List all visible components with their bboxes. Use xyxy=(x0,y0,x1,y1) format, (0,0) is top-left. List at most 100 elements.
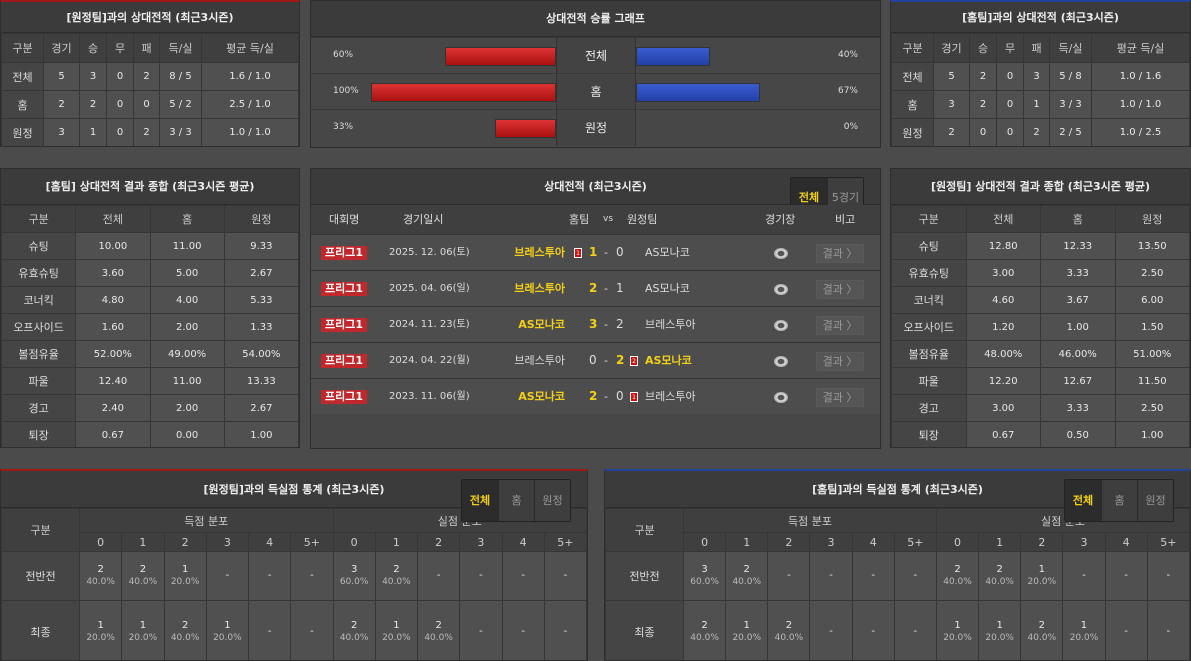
left-bar xyxy=(445,47,556,66)
goal-cell: 3 60.0% xyxy=(332,551,376,601)
goal-cell: - xyxy=(290,551,334,601)
goal-count: 2 xyxy=(743,564,750,575)
goal-cell: - xyxy=(893,551,937,601)
table-cell: 1.33 xyxy=(223,313,299,341)
match-row[interactable]: 프리그1 2025. 04. 06(일) 브레스투아 2 - 1 AS모나코 결… xyxy=(311,270,880,306)
goal-count: - xyxy=(913,625,918,637)
goal-cell: - xyxy=(459,600,503,660)
table-cell: 1 xyxy=(1023,90,1050,119)
stadium-icon[interactable] xyxy=(774,284,788,295)
toggle-option[interactable]: 전체 xyxy=(1065,480,1101,521)
home-team[interactable]: 브레스투아 xyxy=(514,354,565,367)
match-row[interactable]: 프리그1 2024. 04. 22(월) 브레스투아 0 - 2 2 AS모나코… xyxy=(311,342,880,378)
goal-cell: - xyxy=(543,551,587,601)
stadium-icon[interactable] xyxy=(774,392,788,403)
result-button[interactable]: 결과 〉 xyxy=(816,388,864,407)
goal-count: - xyxy=(829,570,833,581)
label-header: 구분 xyxy=(1,508,80,552)
away-team[interactable]: AS모나코 xyxy=(645,246,690,259)
column-header: 득/실 xyxy=(159,33,202,63)
goal-count: 2 xyxy=(996,564,1003,575)
away-team[interactable]: 브레스투아 xyxy=(645,390,696,403)
stadium-icon[interactable] xyxy=(774,356,788,367)
home-team[interactable]: 브레스투아 xyxy=(514,246,565,259)
goal-count-header: 3 xyxy=(205,532,250,552)
table-cell: 54.00% xyxy=(223,340,299,368)
column-header: 전체 xyxy=(965,205,1041,233)
goal-cell: - xyxy=(1104,551,1148,601)
panel-title-text: [원정팀] 상대전적 결과 종합 (최근3시즌 평균) xyxy=(931,180,1150,193)
home-team[interactable]: 브레스투아 xyxy=(514,282,565,295)
table-row: 원정 2 0 0 2 2 / 5 1.0 / 2.5 xyxy=(891,118,1190,146)
away-team[interactable]: 브레스투아 xyxy=(645,318,696,331)
home-team[interactable]: AS모나코 xyxy=(518,390,565,403)
goal-percent: 40.0% xyxy=(339,632,369,643)
toggle-option[interactable]: 원정 xyxy=(534,480,570,521)
goal-count: - xyxy=(563,625,568,637)
win-rate-row: 60% 전체 40% xyxy=(311,37,880,74)
table-cell: 4.80 xyxy=(75,286,151,314)
toggle-option[interactable]: 홈 xyxy=(498,480,534,521)
table-cell: 파울 xyxy=(1,367,77,395)
goal-cell: - xyxy=(290,600,334,660)
result-button[interactable]: 결과 〉 xyxy=(816,280,864,299)
score-dash: - xyxy=(604,390,608,403)
goal-cell: - xyxy=(767,551,811,601)
win-rate-row: 100% 홈 67% xyxy=(311,73,880,110)
match-row[interactable]: 프리그1 2023. 11. 06(월) AS모나코 2 - 0 1 브레스투아… xyxy=(311,378,880,414)
goal-count-header: 3 xyxy=(459,532,503,552)
home-summary-panel: [홈팀] 상대전적 결과 종합 (최근3시즌 평균) 구분 전체 홈 원정 슈팅 10.00… xyxy=(0,168,300,448)
table-cell: 2.50 xyxy=(1114,394,1190,422)
goal-count: 1 xyxy=(97,619,104,631)
match-row[interactable]: 프리그1 2024. 11. 23(토) AS모나코 3 - 2 브레스투아 결… xyxy=(311,306,880,342)
goal-cell: 2 40.0% xyxy=(767,600,811,660)
table-cell: 4.60 xyxy=(965,286,1041,314)
result-button[interactable]: 결과 〉 xyxy=(816,316,864,335)
column-header: 무 xyxy=(996,33,1024,63)
table-cell: 3 / 3 xyxy=(1049,90,1092,119)
right-rate: 0% xyxy=(843,122,858,132)
goal-cell: 1 20.0% xyxy=(978,600,1022,660)
row-label: 원정 xyxy=(556,110,636,146)
table-cell: 3.00 xyxy=(965,394,1041,422)
away-team[interactable]: AS모나코 xyxy=(645,354,692,367)
goal-count: 1 xyxy=(954,619,961,631)
goal-count-header: 0 xyxy=(682,532,727,552)
table-cell: 3 xyxy=(79,62,107,91)
table-cell: 2.5 / 1.0 xyxy=(201,90,299,119)
column-header: 패 xyxy=(133,33,160,63)
table-cell: 1.50 xyxy=(1114,313,1190,341)
home-team[interactable]: AS모나코 xyxy=(518,318,565,331)
goal-distribution-table: 구분 득점 분포 실점 분포 0 1 2 3 4 5+ 0 1 2 3 4 5+ 전반전 2 40.0% 2 40.0… xyxy=(1,508,587,660)
goal-cell: 1 20.0% xyxy=(374,600,419,660)
goal-percent: 20.0% xyxy=(943,632,972,643)
goal-count-header: 5+ xyxy=(893,532,937,552)
table-row: 전체 5 2 0 3 5 / 8 1.0 / 1.6 xyxy=(891,62,1190,91)
goal-cell: - xyxy=(851,600,895,660)
toggle-option[interactable]: 원정 xyxy=(1137,480,1173,521)
match-date: 2025. 12. 06(토) xyxy=(389,247,470,258)
home-score: 2 xyxy=(589,389,598,403)
col-vs: vs xyxy=(603,214,614,224)
goal-count: 1 xyxy=(743,619,750,631)
goal-count: 3 xyxy=(350,564,358,575)
table-row: 볼점유율 48.00% 46.00% 51.00% xyxy=(891,340,1190,368)
row-label: 전반전 xyxy=(1,551,80,601)
goal-count: 2 xyxy=(97,564,104,575)
table-cell: 2 xyxy=(969,62,997,91)
result-button[interactable]: 결과 〉 xyxy=(816,244,864,263)
away-team[interactable]: AS모나코 xyxy=(645,282,690,295)
score-dash: - xyxy=(604,246,608,259)
table-cell: 2.50 xyxy=(1114,259,1190,287)
result-button[interactable]: 결과 〉 xyxy=(816,352,864,371)
goal-cell: - xyxy=(1104,600,1148,660)
panel-title-text: 상대전적 (최근3시즌) xyxy=(544,180,647,193)
table-cell: 46.00% xyxy=(1040,340,1116,368)
goal-percent: 20.0% xyxy=(1027,577,1057,587)
table-cell: 2.67 xyxy=(223,259,299,287)
stadium-icon[interactable] xyxy=(774,320,788,331)
toggle-option[interactable]: 홈 xyxy=(1101,480,1137,521)
toggle-option[interactable]: 전체 xyxy=(462,480,498,521)
match-row[interactable]: 프리그1 2025. 12. 06(토) 브레스투아 1 1 - 0 AS모나코… xyxy=(311,234,880,270)
stadium-icon[interactable] xyxy=(774,248,788,259)
